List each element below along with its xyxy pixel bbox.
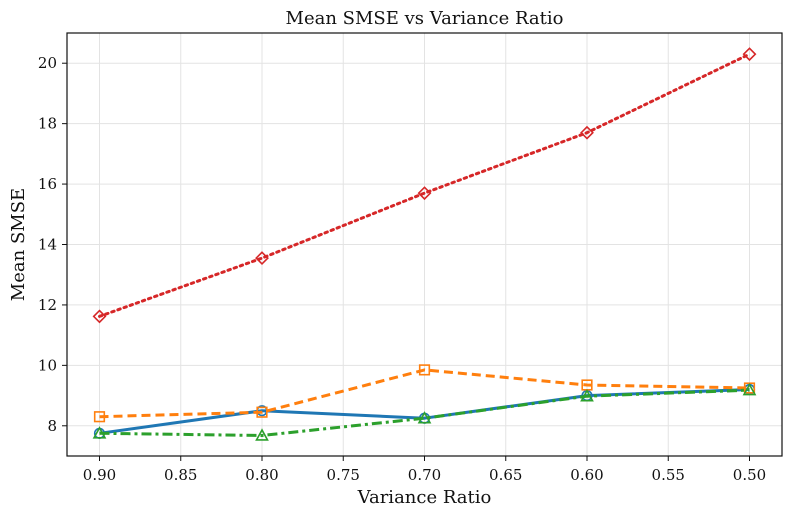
x-axis-label: Variance Ratio	[357, 487, 492, 508]
y-tick-label: 16	[38, 175, 57, 193]
data-point-diamond	[580, 125, 594, 140]
data-point-diamond	[742, 47, 757, 62]
y-tick-label: 10	[38, 356, 57, 374]
x-tick-label: 0.85	[164, 466, 197, 484]
data-point-triangle	[580, 389, 594, 402]
data-point-diamond	[255, 251, 269, 266]
x-tick-label: 0.80	[245, 466, 278, 484]
data-point-diamond	[92, 309, 107, 324]
series-line	[99, 388, 750, 437]
grid	[67, 33, 782, 456]
data-point-triangle	[92, 426, 107, 439]
series-triangle-group	[92, 382, 757, 441]
x-tick-label: 0.55	[652, 466, 685, 484]
series-line	[99, 388, 750, 435]
x-tick-label: 0.75	[327, 466, 360, 484]
series-line	[98, 52, 751, 318]
series-diamond-group	[92, 47, 757, 324]
data-point-square	[256, 406, 268, 418]
x-tick-label: 0.70	[408, 466, 441, 484]
y-tick-label: 8	[47, 417, 57, 435]
data-point-triangle	[417, 411, 432, 424]
y-tick-label: 14	[38, 236, 57, 254]
series-line	[99, 368, 750, 419]
data-point-triangle	[742, 382, 757, 396]
data-point-square	[93, 411, 106, 423]
data-point-triangle	[255, 428, 269, 441]
data-point-square	[418, 364, 431, 376]
y-tick-label: 20	[38, 54, 57, 72]
axis-ticks: 0.90 0.85 0.80 0.75 0.70 0.65 0.60 0.55 0.50 8 10 1…	[38, 54, 766, 484]
y-tick-label: 18	[38, 115, 57, 133]
y-axis-label: Mean SMSE	[8, 188, 29, 301]
x-tick-label: 0.50	[733, 466, 766, 484]
x-tick-label: 0.65	[489, 466, 522, 484]
x-tick-label: 0.60	[570, 466, 603, 484]
y-tick-label: 12	[38, 296, 57, 314]
chart-title: Mean SMSE vs Variance Ratio	[286, 8, 564, 29]
series-layer	[92, 47, 757, 441]
data-point-diamond	[417, 186, 432, 201]
x-tick-label: 0.90	[83, 466, 116, 484]
